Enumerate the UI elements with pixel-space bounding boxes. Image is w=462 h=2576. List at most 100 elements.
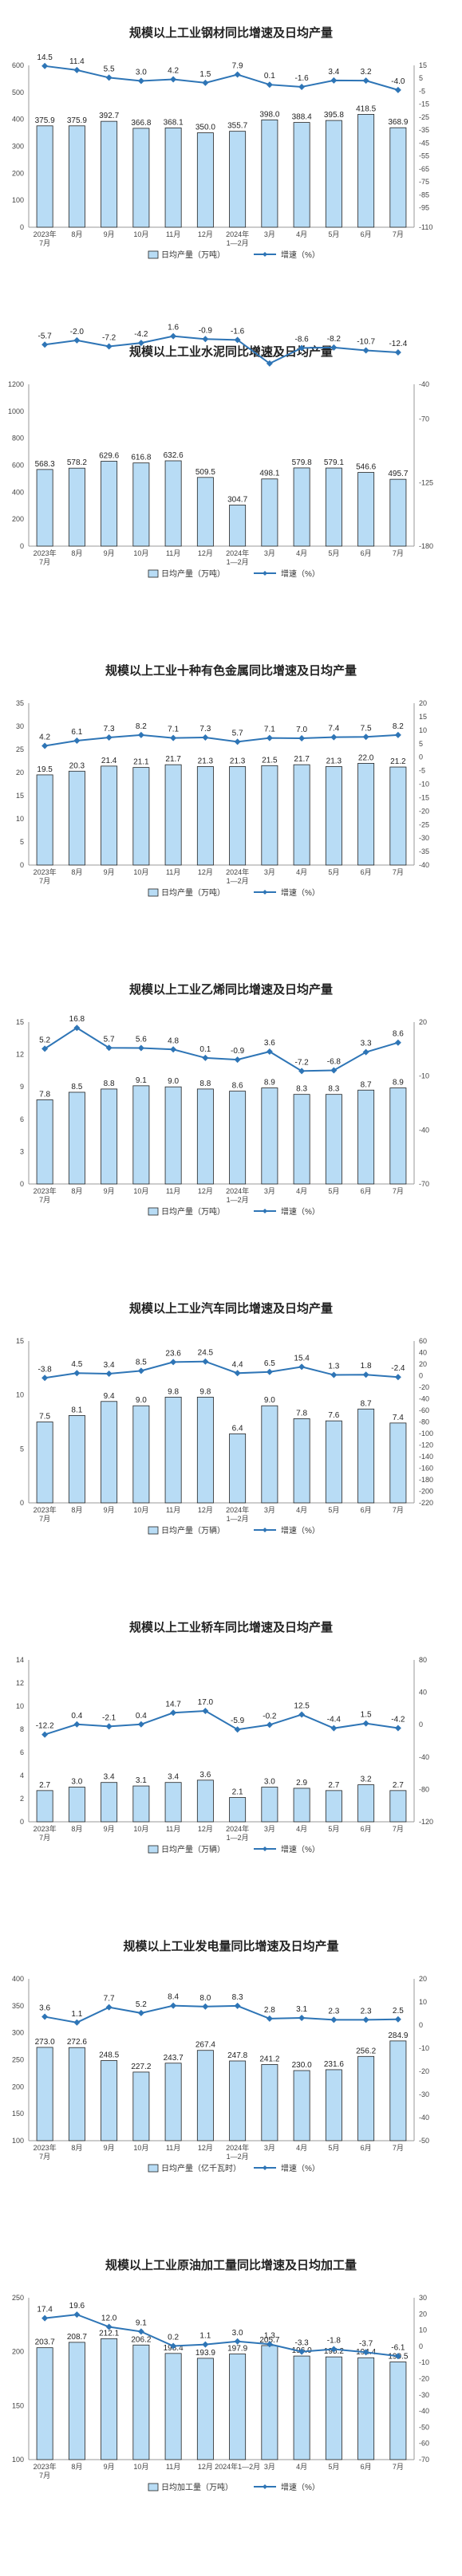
- bar-value-label: 248.5: [99, 2051, 119, 2060]
- growth-value-label: 9.1: [136, 2318, 147, 2327]
- y-left-tick-label: 6: [20, 1748, 24, 1756]
- y-right-tick-label: 40: [419, 1349, 427, 1357]
- y-left-tick-label: 350: [12, 2002, 24, 2010]
- y-right-tick-label: 0: [419, 2342, 423, 2350]
- bar: [36, 469, 53, 547]
- growth-value-label: 7.5: [361, 724, 372, 733]
- y-right-tick-label: 15: [419, 713, 427, 721]
- bar: [229, 2060, 247, 2141]
- bar-value-label: 2.1: [232, 1788, 243, 1797]
- x-tick-label: 8月: [71, 868, 82, 876]
- growth-point: [266, 1048, 273, 1055]
- growth-point: [137, 1044, 144, 1052]
- bar: [229, 505, 247, 547]
- growth-line: [44, 733, 398, 747]
- x-tick-label: 11月: [166, 549, 180, 557]
- bar: [389, 2362, 407, 2460]
- legend-line-marker: [263, 1209, 267, 1213]
- x-tick-label: 7月: [393, 2463, 404, 2471]
- growth-value-label: 11.4: [69, 57, 85, 66]
- legend-bar-label: 日均加工量（万吨）: [161, 2482, 233, 2492]
- growth-point: [266, 1368, 273, 1375]
- growth-value-label: 0.2: [168, 2333, 179, 2342]
- growth-value-label: 8.5: [136, 1358, 147, 1367]
- growth-point: [41, 62, 49, 69]
- x-tick-label: 3月: [264, 2463, 275, 2471]
- y-right-tick-label: -65: [419, 165, 429, 173]
- growth-value-label: 4.2: [39, 733, 50, 741]
- y-left-tick-label: 10: [16, 1391, 24, 1399]
- x-tick-label: 10月: [133, 2463, 148, 2471]
- y-right-tick-label: -30: [419, 2391, 429, 2399]
- y-left-tick-label: 0: [20, 1818, 24, 1826]
- growth-point: [362, 1048, 369, 1056]
- growth-point: [105, 1371, 113, 1378]
- bar: [36, 1099, 53, 1185]
- y-left-tick-label: 15: [16, 1337, 24, 1345]
- bar: [357, 114, 375, 228]
- chart-title: 规模以上工业汽车同比增速及日均产量: [128, 1302, 333, 1316]
- y-right-tick-label: 0: [419, 1372, 423, 1380]
- growth-point: [137, 340, 144, 347]
- bar-value-label: 19.5: [37, 765, 53, 774]
- growth-line: [45, 2314, 398, 2358]
- bar-value-label: 7.8: [296, 1409, 307, 1418]
- growth-point: [170, 1709, 177, 1717]
- growth-value-label: 1.6: [168, 324, 179, 332]
- growth-point: [105, 74, 113, 81]
- y-right-tick-label: -10: [419, 781, 429, 789]
- y-left-tick-label: 8: [20, 1725, 24, 1733]
- y-right-tick-label: -70: [419, 2456, 429, 2464]
- growth-value-label: 7.7: [104, 1995, 115, 2004]
- growth-line: [44, 2004, 398, 2023]
- growth-point: [298, 2015, 306, 2022]
- bar: [164, 2353, 182, 2460]
- y-right-tick-label: -40: [419, 380, 429, 388]
- bar: [164, 460, 182, 547]
- growth-value-label: 5.5: [104, 65, 115, 73]
- y-right-tick-label: -15: [419, 793, 429, 801]
- x-tick-label: 7月: [393, 868, 404, 876]
- chart-svg: 0 5 10 15 60 40 20 0 -20 -40 -60 -80 -100 -120 -140 -16…: [16, 1337, 433, 1536]
- bar: [293, 467, 310, 547]
- growth-value-label: -8.6: [295, 335, 310, 344]
- growth-point: [394, 1039, 401, 1046]
- bar-value-label: 21.1: [133, 758, 149, 767]
- bar: [357, 1089, 375, 1185]
- y-right-tick-label: -5: [419, 767, 425, 775]
- growth-value-label: -0.2: [263, 1712, 277, 1721]
- growth-point: [298, 83, 306, 90]
- y-right-tick-label: -35: [419, 126, 429, 134]
- y-right-tick-label: -10: [419, 2044, 429, 2052]
- growth-value-label: -5.7: [38, 332, 53, 340]
- growth-value-label: -6.1: [391, 2343, 405, 2352]
- x-tick-label: 11月: [166, 230, 180, 238]
- bar-value-label: 8.9: [264, 1079, 275, 1087]
- x-tick-label: 2023年 7月: [34, 549, 57, 566]
- growth-value-label: 2.3: [328, 2007, 339, 2016]
- x-tick-label: 6月: [361, 230, 372, 238]
- growth-value-label: 1.5: [199, 70, 211, 79]
- bar-value-label: 21.7: [294, 755, 310, 764]
- y-right-tick-label: -75: [419, 178, 429, 186]
- x-tick-label: 6月: [361, 2463, 372, 2471]
- bar: [132, 1785, 150, 1823]
- bar-value-label: 256.2: [356, 2047, 376, 2055]
- y-left-tick-label: 15: [16, 1018, 24, 1026]
- bar-value-label: 21.7: [165, 755, 181, 764]
- y-right-tick-label: -25: [419, 820, 429, 828]
- bar: [293, 2355, 310, 2460]
- bar-value-label: 21.4: [101, 757, 117, 765]
- bar-value-label: 21.2: [390, 757, 406, 766]
- bar: [261, 1087, 278, 1185]
- x-tick-label: 12月: [198, 230, 213, 238]
- growth-value-label: -3.7: [359, 2339, 373, 2348]
- y-right-tick-label: -125: [419, 478, 433, 486]
- x-tick-label: 11月: [166, 1825, 180, 1833]
- bar: [357, 2055, 375, 2141]
- bar-value-label: 6.4: [232, 1424, 243, 1433]
- bar: [36, 125, 53, 228]
